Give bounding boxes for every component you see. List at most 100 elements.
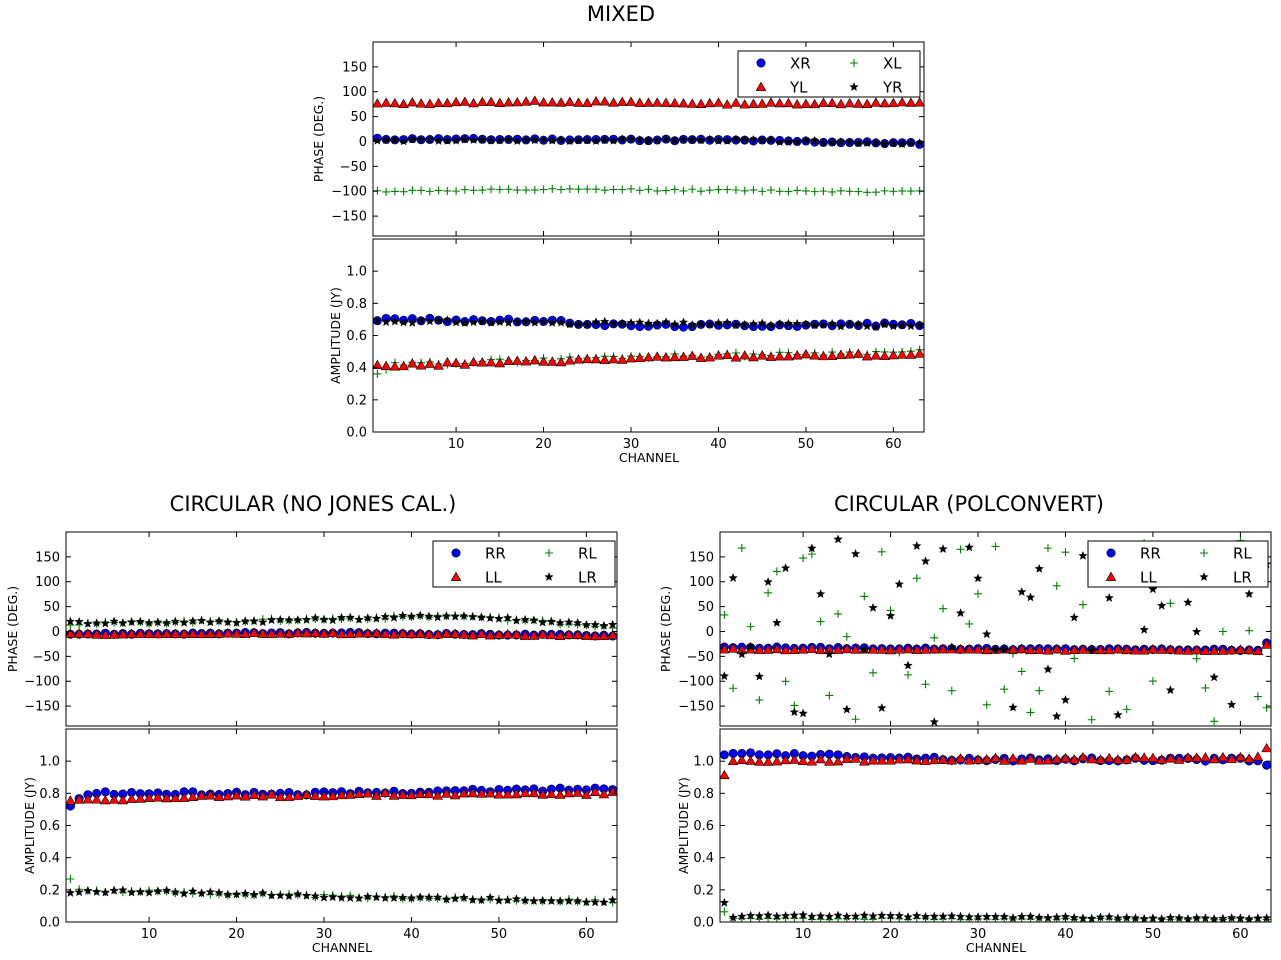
data-point <box>572 629 583 639</box>
data-point <box>327 790 339 801</box>
data-point <box>963 755 975 765</box>
data-point <box>1077 751 1089 762</box>
data-point <box>398 610 408 620</box>
data-point <box>635 317 645 327</box>
data-point <box>720 897 730 907</box>
data-point <box>754 644 765 654</box>
data-point <box>301 789 312 799</box>
y-tick-label: 0 <box>52 625 60 640</box>
data-point <box>877 703 887 712</box>
data-point <box>696 135 706 145</box>
data-point <box>565 184 574 193</box>
data-point <box>1244 589 1254 599</box>
data-point <box>832 756 844 766</box>
data-point <box>798 910 808 920</box>
data-point <box>599 620 609 630</box>
data-point <box>417 186 426 195</box>
data-point <box>214 616 224 626</box>
data-point <box>293 889 303 899</box>
data-point <box>213 628 225 638</box>
data-point <box>999 911 1009 921</box>
data-point <box>556 135 566 145</box>
data-point <box>449 628 461 638</box>
data-point <box>766 320 776 330</box>
data-point <box>66 795 76 805</box>
data-point <box>100 618 111 628</box>
panel-1: −150 −100 −50 0 50 100 150 PHASE (DEG.) XR XL YL YR <box>311 41 925 237</box>
data-point <box>894 910 905 920</box>
series-ll <box>66 627 617 641</box>
data-point <box>1061 548 1070 557</box>
data-point <box>135 616 146 626</box>
data-point <box>1218 913 1228 922</box>
legend-marker-yl <box>755 81 767 91</box>
data-point <box>720 610 729 619</box>
data-point <box>695 352 707 362</box>
data-point <box>842 911 852 921</box>
data-point <box>756 98 768 108</box>
title-mixed: MIXED <box>587 2 655 26</box>
data-point <box>581 353 593 364</box>
data-point <box>493 629 505 639</box>
data-point <box>914 97 924 107</box>
data-point <box>897 320 907 330</box>
data-point <box>774 97 786 108</box>
data-point <box>1147 644 1159 654</box>
data-point <box>678 351 689 361</box>
y-tick-label: −100 <box>678 675 714 690</box>
data-point <box>143 792 155 803</box>
panel-2: 0.0 0.2 0.4 0.6 0.8 1.0 10 20 30 40 50 60 AMPLITUDE … <box>328 238 925 465</box>
data-point <box>249 889 259 899</box>
data-point <box>1165 644 1176 654</box>
data-point <box>955 644 966 654</box>
data-point <box>309 790 321 800</box>
series-ll <box>720 742 1271 780</box>
data-point <box>774 137 785 147</box>
legend-marker-yr <box>849 82 859 92</box>
data-point <box>187 791 199 802</box>
data-point <box>512 316 523 326</box>
data-point <box>888 321 899 331</box>
data-point <box>424 892 434 902</box>
data-point <box>214 887 224 897</box>
data-point <box>380 360 392 370</box>
data-point <box>1008 702 1018 712</box>
data-point <box>789 754 800 764</box>
data-point <box>100 794 111 805</box>
data-point <box>627 184 636 193</box>
data-point <box>485 613 495 623</box>
data-point <box>407 97 418 107</box>
data-point <box>965 619 974 628</box>
data-point <box>117 629 129 639</box>
data-point <box>1033 644 1045 654</box>
data-point <box>170 628 181 638</box>
data-point <box>825 691 834 700</box>
legend-label-ll: LL <box>485 569 502 587</box>
data-point <box>687 134 697 144</box>
data-point <box>442 135 453 145</box>
data-point <box>126 793 137 803</box>
y-tick-label: 0.8 <box>346 297 367 312</box>
data-point <box>495 317 505 327</box>
data-point <box>748 98 759 108</box>
data-point <box>406 789 417 800</box>
data-point <box>608 135 619 145</box>
data-point <box>836 137 846 147</box>
y-tick-label: 0.2 <box>693 883 714 898</box>
series-lr <box>720 897 1271 922</box>
data-point <box>82 794 94 804</box>
data-point <box>704 352 716 362</box>
data-point <box>460 318 470 327</box>
data-point <box>406 628 417 639</box>
series-yr <box>373 134 924 149</box>
data-point <box>902 643 914 654</box>
data-point <box>1034 563 1044 573</box>
data-point <box>1235 751 1246 762</box>
data-point <box>869 668 878 677</box>
data-point <box>720 671 730 681</box>
data-point <box>467 630 479 640</box>
data-point <box>815 589 826 599</box>
series-yr <box>373 315 924 331</box>
y-tick-label: 150 <box>689 550 714 565</box>
